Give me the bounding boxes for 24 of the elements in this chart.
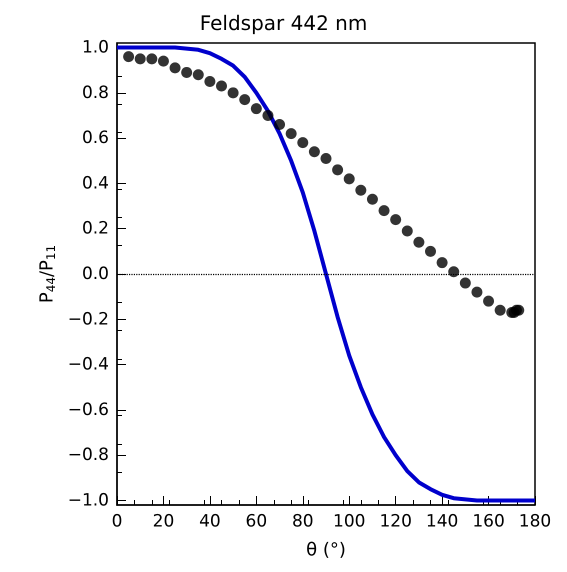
y-tick-label: −0.4 [68,354,109,375]
x-tick-label: 100 [332,512,366,532]
x-tick-label: 0 [112,512,122,532]
x-tick-label: 120 [379,512,412,532]
y-tick-label: 0.6 [82,128,109,148]
x-tick-label: 140 [426,512,458,532]
y-tick-label: 0.4 [82,173,109,194]
x-axis-title: θ (°) [306,540,346,560]
y-tick-label: −0.8 [68,445,109,466]
y-tick-label: 0.2 [82,218,109,239]
chart-title: Feldspar 442 nm [200,11,368,35]
y-tick-label: −0.2 [68,309,109,330]
x-tick-label: 20 [152,512,174,532]
y-tick-label: −1.0 [68,490,109,510]
y-tick-label: 0.0 [82,264,109,284]
y-tick-label: 1.0 [82,38,109,58]
x-tick-label: 180 [518,512,552,532]
x-tick-label: 80 [292,512,314,532]
y-tick-label: 0.8 [82,82,109,103]
y-tick-label: −0.6 [68,400,109,420]
y-axis-title: P44/P11 [36,244,58,304]
x-tick-label: 60 [246,512,268,532]
x-tick-label: 160 [472,512,505,532]
x-tick-label: 40 [199,512,221,532]
